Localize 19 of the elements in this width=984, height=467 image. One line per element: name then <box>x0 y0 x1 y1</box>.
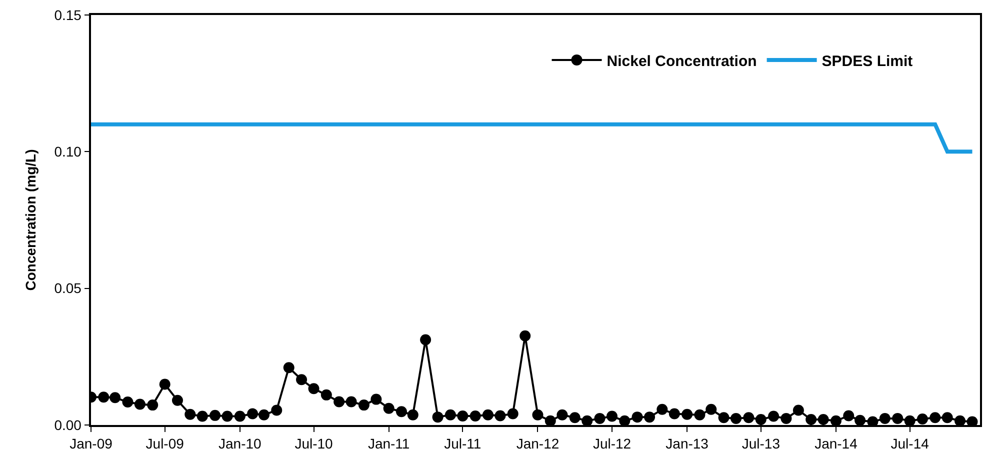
x-tick-label: Jul-10 <box>294 436 334 452</box>
x-tick-label: Jan-14 <box>814 436 858 452</box>
x-tick-label: Jan-12 <box>516 436 560 452</box>
y-axis-title: Concentration (mg/L) <box>22 149 38 291</box>
y-tick-label: 0.15 <box>54 6 82 23</box>
y-tick-label: 0.00 <box>54 416 82 433</box>
x-tick-label: Jan-11 <box>368 436 410 452</box>
x-tick-label: Jul-09 <box>146 436 184 452</box>
y-tick-label: 0.10 <box>54 144 82 160</box>
x-tick-label: Jan-09 <box>70 436 113 452</box>
legend-label: SPDES Limit <box>822 52 913 70</box>
x-tick-label: Jul-14 <box>890 436 930 452</box>
x-tick-label: Jul-12 <box>592 436 632 452</box>
x-tick-label: Jul-13 <box>742 436 780 452</box>
legend-label: Nickel Concentration <box>606 52 757 70</box>
x-tick-label: Jan-13 <box>666 436 709 452</box>
y-tick-label: 0.05 <box>54 280 82 296</box>
x-tick-label: Jul-11 <box>444 436 482 452</box>
x-tick-label: Jan-10 <box>218 436 262 452</box>
